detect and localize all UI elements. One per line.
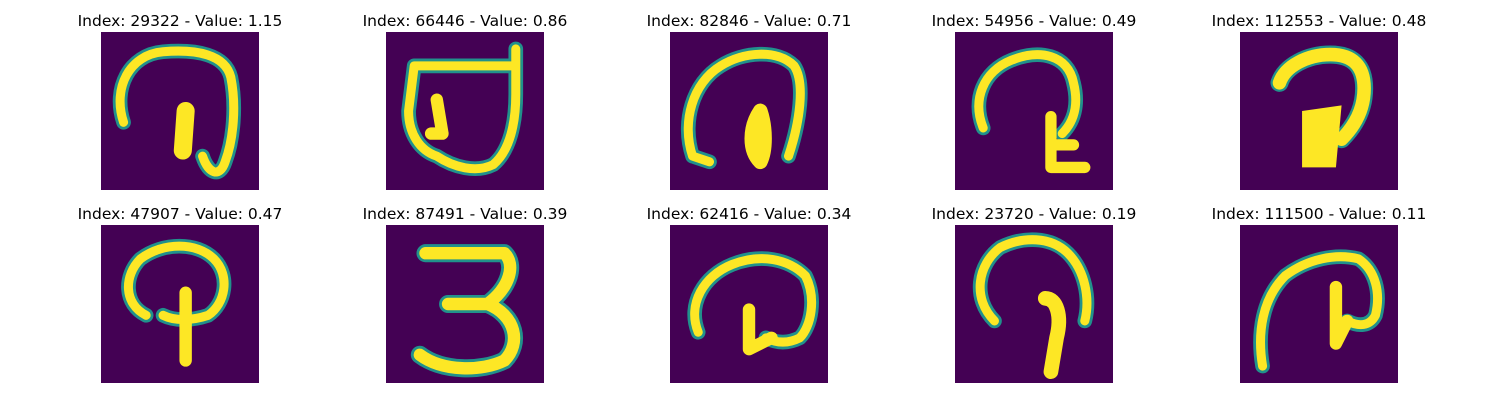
panel-title: Index: 47907 - Value: 0.47: [77, 205, 283, 223]
handwritten-glyph-image: [670, 225, 828, 383]
handwritten-glyph-image: [955, 225, 1113, 383]
panel-title: Index: 54956 - Value: 0.49: [931, 12, 1137, 30]
panel-title: Index: 29322 - Value: 1.15: [77, 12, 283, 30]
handwritten-glyph-image: [386, 225, 544, 383]
handwritten-glyph-image: [1240, 32, 1398, 190]
panel-title: Index: 66446 - Value: 0.86: [362, 12, 568, 30]
handwritten-glyph-image: [955, 32, 1113, 190]
panel-title: Index: 111500 - Value: 0.11: [1211, 205, 1427, 223]
handwritten-glyph-image: [101, 32, 259, 190]
handwritten-glyph-image: [386, 32, 544, 190]
handwritten-glyph-image: [670, 32, 828, 190]
panel-title: Index: 82846 - Value: 0.71: [646, 12, 852, 30]
panel-title: Index: 87491 - Value: 0.39: [362, 205, 568, 223]
panel-title: Index: 62416 - Value: 0.34: [646, 205, 852, 223]
handwritten-glyph-image: [1240, 225, 1398, 383]
panel-title: Index: 112553 - Value: 0.48: [1211, 12, 1427, 30]
panel-title: Index: 23720 - Value: 0.19: [931, 205, 1137, 223]
handwritten-glyph-image: [101, 225, 259, 383]
